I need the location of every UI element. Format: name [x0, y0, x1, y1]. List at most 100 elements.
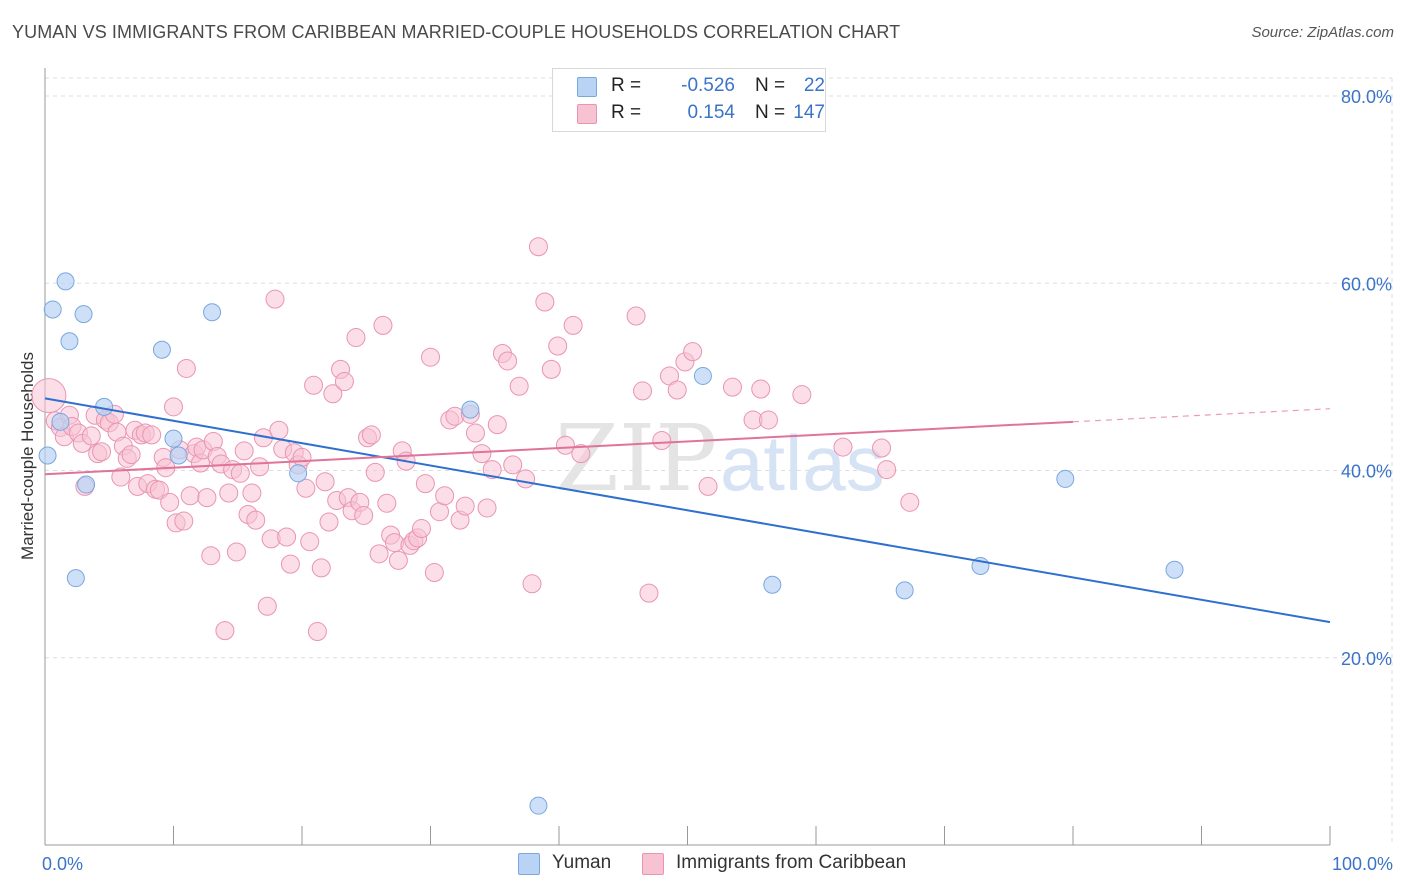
caribbean-point [792, 385, 812, 405]
caribbean-point [429, 502, 449, 522]
yuman-point [895, 581, 914, 600]
caribbean-point [477, 498, 497, 518]
yuman-point [77, 475, 96, 494]
chart-title: YUMAN VS IMMIGRANTS FROM CARIBBEAN MARRI… [12, 22, 901, 42]
yuman-swatch [518, 853, 540, 875]
yuman-point [529, 796, 548, 815]
yuman-point [60, 332, 79, 351]
yuman-point [693, 366, 712, 385]
caribbean-point [315, 472, 335, 492]
yuman-point [763, 575, 782, 594]
caribbean-point [522, 574, 542, 594]
legend-n-value: 147 [793, 102, 825, 123]
legend-n-label: N = [755, 102, 786, 123]
y-tick-label: 20.0% [1341, 649, 1392, 669]
yuman-point [66, 569, 85, 588]
caribbean-point [226, 542, 246, 562]
caribbean-point [487, 415, 507, 435]
caribbean-point [246, 510, 266, 530]
yuman-point [152, 340, 171, 359]
caribbean-point [215, 621, 235, 641]
legend-n-label: N = [755, 75, 786, 96]
caribbean-point [149, 480, 169, 500]
caribbean-point [234, 441, 254, 461]
caribbean-point [412, 519, 432, 539]
yuman-point [169, 446, 188, 465]
caribbean-point [323, 384, 343, 404]
yuman-point [43, 300, 62, 319]
caribbean-point [758, 410, 778, 430]
legend-r-label: R = [611, 102, 642, 123]
caribbean-point [307, 622, 327, 642]
gridlines [45, 77, 1393, 845]
caribbean-point [373, 315, 393, 335]
legend-r-value: 0.154 [687, 102, 735, 123]
caribbean-point [482, 460, 502, 480]
yuman-point [1165, 560, 1184, 579]
caribbean-point [571, 444, 591, 464]
caribbean-point [683, 342, 703, 362]
caribbean-point [639, 583, 659, 603]
caribbean-point [311, 558, 331, 578]
caribbean-point [388, 550, 408, 570]
caribbean-point [81, 426, 101, 446]
yuman-point [164, 429, 183, 448]
caribbean-point [365, 462, 385, 482]
caribbean-point [121, 445, 141, 465]
caribbean-point [369, 544, 389, 564]
yuman-point [461, 400, 480, 419]
yuman-point [56, 272, 75, 291]
yuman-point [38, 446, 57, 465]
stats-legend: R = -0.526 N = 22 R = 0.154 N = 147 [552, 68, 826, 132]
caribbean-point [541, 359, 561, 379]
source-credit: Source: ZipAtlas.com [1251, 24, 1394, 41]
yuman-trend-line [44, 397, 1331, 624]
caribbean-point [563, 315, 583, 335]
y-tick-label: 40.0% [1341, 462, 1392, 482]
caribbean-point [160, 492, 180, 512]
trend-lines [44, 397, 1331, 624]
bottom-legend-yuman-label: Yuman [552, 852, 612, 873]
caribbean-point [174, 511, 194, 531]
tick-labels: 20.0% 40.0% 60.0% 80.0% 0.0% 100.0% [42, 87, 1393, 874]
caribbean-point [415, 474, 435, 494]
caribbean-point [465, 423, 485, 443]
yuman-point [289, 464, 308, 483]
caribbean-point [250, 457, 270, 477]
caribbean-point [269, 420, 289, 440]
caribbean-point [698, 476, 718, 496]
caribbean-point [435, 486, 455, 506]
caribbean-point [548, 336, 568, 356]
caribbean-point [555, 435, 575, 455]
caribbean-point [385, 533, 405, 553]
yuman-point [74, 305, 93, 324]
caribbean-point [626, 306, 646, 326]
caribbean-point [503, 455, 523, 475]
caribbean-point [277, 527, 297, 547]
legend-n-value: 22 [803, 75, 825, 96]
caribbean-point [455, 496, 475, 516]
caribbean-point [421, 347, 440, 367]
yuman-point [51, 412, 70, 431]
caribbean-point [142, 425, 162, 445]
caribbean-point [877, 460, 897, 480]
caribbean-point [219, 483, 239, 503]
yuman-point [1056, 469, 1075, 488]
caribbean-point [280, 554, 300, 574]
yuman-points [38, 272, 1184, 815]
bottom-legend-caribbean-label: Immigrants from Caribbean [676, 852, 907, 873]
caribbean-point [242, 483, 262, 503]
caribbean-point [424, 563, 444, 583]
caribbean-point [354, 505, 374, 525]
caribbean-point [509, 376, 529, 396]
caribbean-point [361, 425, 381, 445]
legend-r-label: R = [611, 75, 642, 96]
caribbean-point [633, 381, 653, 401]
caribbean-point [900, 492, 920, 512]
caribbean-point [176, 358, 196, 378]
caribbean-point [498, 351, 518, 371]
caribbean-swatch [642, 853, 664, 875]
caribbean-point [296, 478, 316, 498]
yuman-swatch [577, 77, 597, 97]
